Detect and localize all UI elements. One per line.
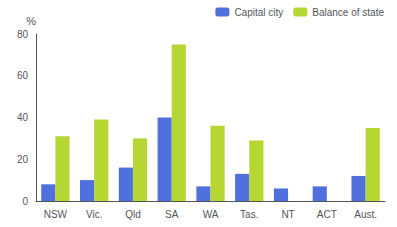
svg-text:80: 80 — [17, 29, 29, 40]
svg-text:ACT: ACT — [317, 209, 337, 220]
svg-text:Vic.: Vic. — [86, 209, 103, 220]
svg-text:NSW: NSW — [44, 209, 68, 220]
svg-text:WA: WA — [203, 209, 219, 220]
svg-text:Capital city: Capital city — [234, 7, 283, 18]
svg-text:NT: NT — [281, 209, 294, 220]
svg-text:Aust.: Aust. — [354, 209, 377, 220]
svg-text:SA: SA — [165, 209, 179, 220]
svg-text:20: 20 — [17, 154, 29, 165]
svg-text:Tas.: Tas. — [240, 209, 258, 220]
svg-text:Qld: Qld — [125, 209, 141, 220]
svg-text:Balance of state: Balance of state — [312, 7, 384, 18]
svg-text:60: 60 — [17, 70, 29, 81]
svg-text:0: 0 — [22, 196, 28, 207]
svg-text:%: % — [26, 15, 36, 27]
svg-text:40: 40 — [17, 112, 29, 123]
